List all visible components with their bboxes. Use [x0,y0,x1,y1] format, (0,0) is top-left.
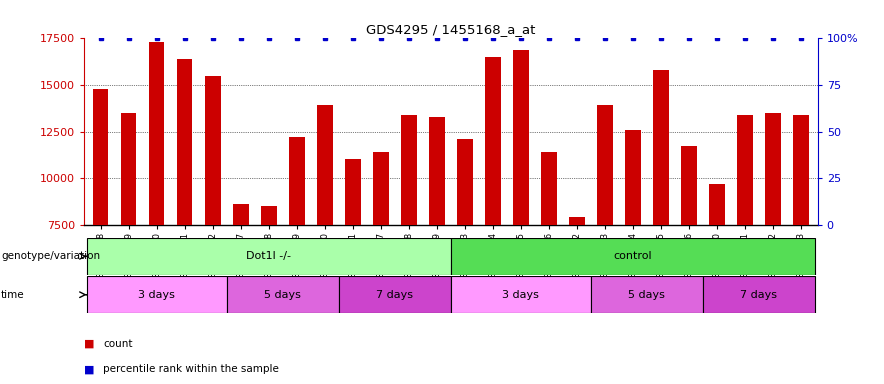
Bar [121,113,136,225]
Bar [227,276,339,313]
Text: 7 days: 7 days [741,290,777,300]
Text: percentile rank within the sample: percentile rank within the sample [103,364,279,374]
Text: ■: ■ [84,339,95,349]
Text: 3 days: 3 days [502,290,539,300]
Bar [569,217,584,225]
Bar [233,204,248,225]
Text: 3 days: 3 days [139,290,175,300]
Text: 7 days: 7 days [377,290,414,300]
Text: 5 days: 5 days [629,290,666,300]
Bar [451,238,815,275]
Bar [87,238,451,275]
Bar [598,106,613,225]
Bar [709,184,725,225]
Bar [345,159,361,225]
Text: control: control [613,251,652,262]
Bar [513,50,529,225]
Bar [653,70,668,225]
Bar [401,115,416,225]
Bar [317,106,332,225]
Text: Dot1l -/-: Dot1l -/- [247,251,292,262]
Bar [682,146,697,225]
Bar [793,115,809,225]
Bar [87,276,227,313]
Bar [457,139,473,225]
Bar [373,152,389,225]
Bar [339,276,451,313]
Bar [205,76,220,225]
Bar [261,206,277,225]
Bar [289,137,304,225]
Bar [451,276,591,313]
Text: 5 days: 5 days [264,290,301,300]
Bar [625,130,641,225]
Bar [149,42,164,225]
Text: count: count [103,339,133,349]
Text: genotype/variation: genotype/variation [1,251,100,262]
Text: time: time [1,290,25,300]
Title: GDS4295 / 1455168_a_at: GDS4295 / 1455168_a_at [366,23,536,36]
Bar [485,57,500,225]
Bar [177,59,193,225]
Bar [703,276,815,313]
Bar [591,276,703,313]
Bar [93,89,109,225]
Bar [737,115,752,225]
Bar [429,117,445,225]
Bar [766,113,781,225]
Text: ■: ■ [84,364,95,374]
Bar [541,152,557,225]
